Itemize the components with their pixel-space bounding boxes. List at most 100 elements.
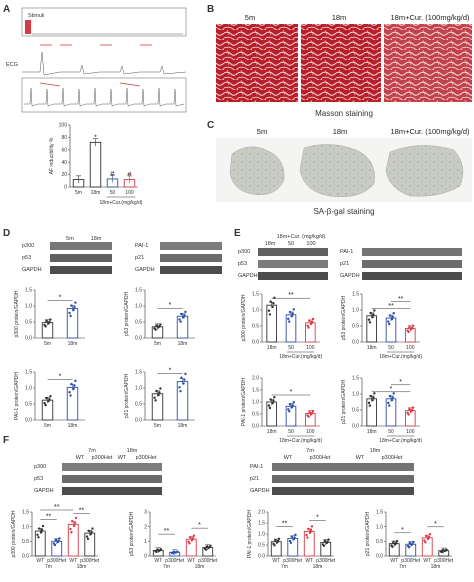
data-point — [373, 392, 376, 395]
group-label-7m: 7m — [281, 564, 288, 570]
y-tick-label: 1.0 — [376, 524, 383, 530]
x-tick-label: 5m — [154, 341, 161, 347]
data-point — [410, 408, 414, 412]
data-point — [89, 533, 92, 536]
data-point — [410, 326, 414, 330]
x-tick-label: 18m — [91, 190, 101, 196]
data-point — [178, 386, 181, 389]
y-tick-label: 1.5 — [22, 510, 29, 516]
stimuli-spikes — [25, 20, 183, 35]
x-tick-label: WT — [187, 558, 195, 564]
y-tick-label: 1.5 — [135, 288, 142, 294]
x-tick-label: p300Het — [80, 558, 100, 564]
data-point — [43, 401, 46, 405]
y-tick-label: 0.5 — [352, 324, 359, 330]
data-point — [53, 543, 57, 547]
data-point — [70, 382, 73, 386]
data-point — [45, 396, 48, 400]
data-point — [287, 317, 290, 321]
x-tick-label: 5m — [154, 423, 161, 429]
data-point — [411, 406, 415, 409]
y-tick-label: 0 — [64, 185, 67, 191]
blot-f-sub-wt-3: WT — [284, 455, 293, 461]
x-tick-label: 50 — [388, 429, 394, 435]
data-point — [428, 532, 432, 536]
y-axis-label: p53 protein/GAPDH — [124, 292, 130, 337]
data-point — [68, 311, 71, 315]
x-tick-label: p300Het — [316, 558, 336, 564]
y-tick-label: 1.5 — [352, 292, 359, 298]
data-point — [272, 399, 275, 402]
blot-d-band-p300 — [50, 242, 112, 250]
data-point — [183, 313, 186, 317]
data-point — [441, 548, 444, 552]
blot-e-band-p300 — [258, 248, 328, 256]
blot-f-band-p300 — [62, 463, 162, 471]
data-point — [392, 312, 395, 315]
significance-marker: * — [169, 368, 172, 375]
data-point — [47, 399, 50, 403]
x-tick-label: 50 — [288, 429, 294, 435]
data-point — [180, 376, 183, 379]
sagal-image-18m — [299, 144, 375, 197]
data-point — [38, 527, 41, 530]
data-point — [322, 544, 326, 547]
data-point — [192, 534, 196, 537]
blot-d-row-p21: p21 — [135, 255, 144, 261]
data-point — [310, 322, 313, 325]
y-tick-label: 0.0 — [352, 424, 359, 430]
data-point — [184, 310, 187, 314]
data-point — [288, 310, 292, 314]
data-point — [171, 552, 175, 555]
data-point — [306, 324, 309, 327]
data-point — [408, 407, 411, 411]
data-point — [183, 378, 186, 381]
y-tick-label: 60 — [61, 147, 67, 153]
y-axis-label: p300 protein/GAPDH — [241, 294, 247, 341]
data-point — [158, 391, 161, 394]
data-point — [289, 541, 293, 544]
blot-f-band-p21 — [272, 475, 414, 483]
y-tick-label: 2.0 — [258, 510, 265, 516]
y-tick-label: 20 — [61, 172, 67, 178]
x-tick-label: WT — [69, 558, 77, 564]
data-point — [273, 296, 276, 300]
panel-e-chart-3: 0.0 0.5 1.0 1.5 2.0 PAI-1 protein/GAPDH 18m 50 1… — [241, 376, 322, 444]
data-point — [387, 401, 390, 405]
group-label-7m: 7m — [399, 564, 406, 570]
y-tick-label: 1.0 — [22, 524, 29, 530]
x-tick-label: 18m — [178, 423, 188, 429]
data-point — [307, 527, 310, 531]
data-point — [49, 318, 52, 321]
data-point — [293, 536, 296, 539]
blot-d-row-p300: p300 — [22, 243, 34, 249]
blot-e-row-p300: p300 — [238, 249, 250, 255]
blot-d-row-p53: p53 — [22, 255, 31, 261]
data-point — [204, 548, 208, 551]
data-point — [155, 324, 158, 327]
data-point — [392, 541, 395, 544]
group-label-18m: 18m — [77, 564, 87, 570]
data-point — [372, 313, 375, 316]
y-tick-label: 2 — [144, 524, 147, 530]
y-tick-label: 0.0 — [252, 340, 259, 346]
x-tick-label: 18m — [178, 341, 188, 347]
x-tick-label: 5m — [44, 423, 51, 429]
panel-e-chart-2: 0.0 0.5 1.0 1.5 p53 protein/GAPDH 18m 50 100 18m… — [341, 292, 422, 360]
data-point — [311, 317, 315, 321]
blot-f-band-pai1 — [272, 463, 414, 471]
x-tick-label: 50 — [288, 345, 294, 351]
data-point — [72, 308, 75, 312]
y-tick-label: 0.5 — [258, 543, 265, 549]
data-point — [40, 531, 43, 534]
data-point — [367, 318, 371, 321]
y-tick-label: 0.5 — [135, 320, 142, 326]
blot-f-sub-het-3: p300Het — [310, 455, 331, 461]
y-tick-label: 0.5 — [352, 408, 359, 414]
blot-e-row-pai1: PAI-1 — [340, 249, 353, 255]
data-point — [268, 406, 272, 410]
data-point — [326, 540, 329, 543]
blot-f-sub-het-4: p300Het — [382, 455, 403, 461]
x-tick-label: WT — [154, 558, 162, 564]
data-point — [276, 539, 280, 543]
